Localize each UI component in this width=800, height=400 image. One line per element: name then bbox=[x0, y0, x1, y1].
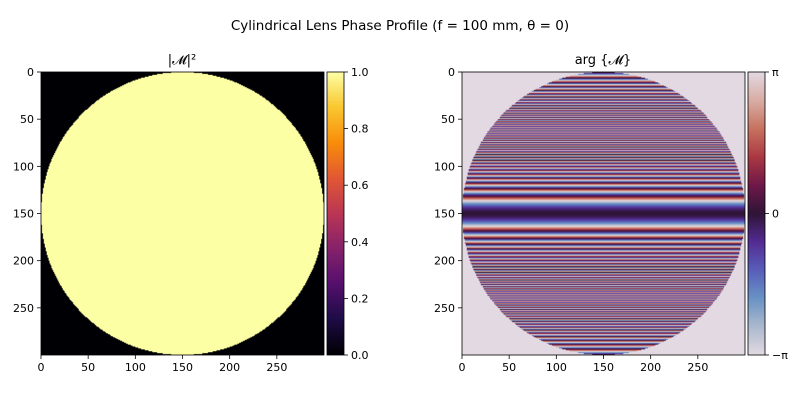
y-tick-label: 200 bbox=[434, 255, 455, 268]
x-tick-label: 200 bbox=[640, 361, 661, 374]
panel-phase-title: arg {𝓜} bbox=[575, 53, 632, 68]
y-tick-label: 250 bbox=[13, 302, 34, 315]
phase-colorbar bbox=[748, 72, 765, 355]
panel-intensity: |𝓜|² 0 50 100 150 200 250 0 50 100 150 200 250 0.0… bbox=[13, 53, 369, 374]
figure-title: Cylindrical Lens Phase Profile (f = 100 … bbox=[231, 18, 569, 34]
x-tick-label: 50 bbox=[502, 361, 516, 374]
x-tick-label: 250 bbox=[266, 361, 287, 374]
colorbar-tick-label: −π bbox=[772, 349, 788, 362]
intensity-y-ticks: 0 50 100 150 200 250 bbox=[13, 66, 41, 315]
y-tick-label: 200 bbox=[13, 255, 34, 268]
colorbar-tick-label: 0.6 bbox=[351, 179, 369, 192]
x-tick-label: 150 bbox=[593, 361, 614, 374]
colorbar-tick-label: 0.2 bbox=[351, 292, 369, 305]
y-tick-label: 0 bbox=[448, 66, 455, 79]
y-tick-label: 100 bbox=[434, 160, 455, 173]
x-tick-label: 100 bbox=[125, 361, 146, 374]
y-tick-label: 50 bbox=[441, 113, 455, 126]
x-tick-label: 100 bbox=[546, 361, 567, 374]
y-tick-label: 50 bbox=[20, 113, 34, 126]
panel-intensity-title: |𝓜|² bbox=[168, 53, 197, 68]
y-tick-label: 150 bbox=[13, 208, 34, 221]
y-tick-label: 0 bbox=[27, 66, 34, 79]
y-tick-label: 100 bbox=[13, 160, 34, 173]
intensity-colorbar-ticks: 0.0 0.2 0.4 0.6 0.8 1.0 bbox=[344, 66, 369, 362]
colorbar-tick-label: π bbox=[772, 66, 779, 79]
y-tick-label: 150 bbox=[434, 208, 455, 221]
phase-heatmap bbox=[462, 72, 745, 355]
colorbar-tick-label: 0.4 bbox=[351, 236, 369, 249]
intensity-colorbar-frame bbox=[326, 71, 345, 356]
x-tick-label: 0 bbox=[459, 361, 466, 374]
colorbar-tick-label: 0 bbox=[772, 208, 779, 221]
intensity-heatmap bbox=[41, 72, 324, 355]
x-tick-label: 150 bbox=[172, 361, 193, 374]
x-tick-label: 200 bbox=[219, 361, 240, 374]
phase-y-ticks: 0 50 100 150 200 250 bbox=[434, 66, 462, 315]
phase-x-ticks: 0 50 100 150 200 250 bbox=[459, 355, 708, 374]
colorbar-tick-label: 1.0 bbox=[351, 66, 369, 79]
x-tick-label: 50 bbox=[81, 361, 95, 374]
colorbar-tick-label: 0.8 bbox=[351, 123, 369, 136]
intensity-colorbar bbox=[327, 72, 344, 355]
phase-colorbar-ticks: −π 0 π bbox=[765, 66, 788, 362]
intensity-x-ticks: 0 50 100 150 200 250 bbox=[38, 355, 287, 374]
colorbar-tick-label: 0.0 bbox=[351, 349, 369, 362]
x-tick-label: 250 bbox=[687, 361, 708, 374]
x-tick-label: 0 bbox=[38, 361, 45, 374]
y-tick-label: 250 bbox=[434, 302, 455, 315]
panel-phase: arg {𝓜} 0 50 100 150 200 250 050100150200250 … bbox=[434, 53, 788, 374]
